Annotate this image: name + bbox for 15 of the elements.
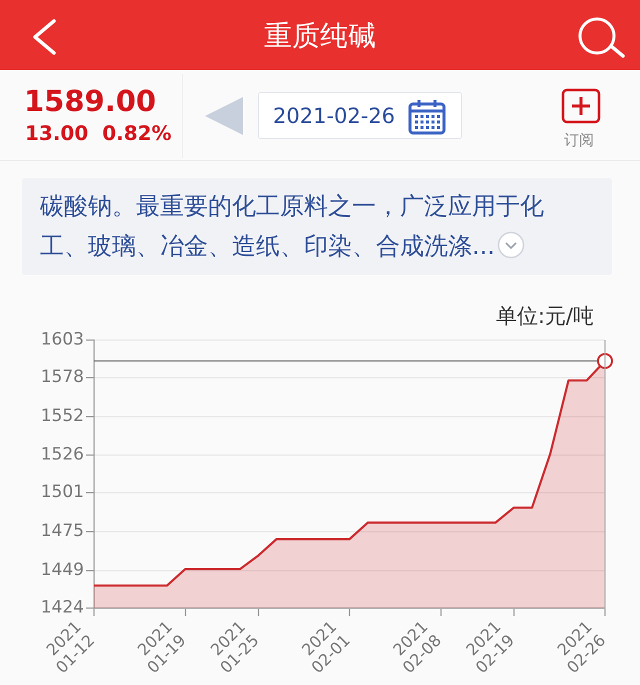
y-tick-label: 1552 [40,406,84,426]
text: 2021-02-26 [273,104,396,128]
text: 订阅 [564,131,594,149]
y-axis-title: 单位:元/吨 [496,304,594,328]
y-tick-label: 1424 [40,597,84,618]
text: 13.00 0.82% [25,121,172,145]
y-tick-label: 1603 [40,329,84,350]
chart-title: 重质纯碱 [264,19,376,52]
y-tick-label: 1475 [40,521,84,542]
text: 碳酸钠。最重要的化工原料之一，广泛应用于化工、玻璃、冶金、造纸、印染、合成洗涤... [40,192,544,260]
y-tick-label: 1501 [40,482,84,502]
y-tick-label: 1449 [40,560,84,580]
y-tick-label: 1526 [40,444,84,465]
text: 1589.00 [24,84,156,118]
y-tick-label: 1578 [40,366,84,387]
